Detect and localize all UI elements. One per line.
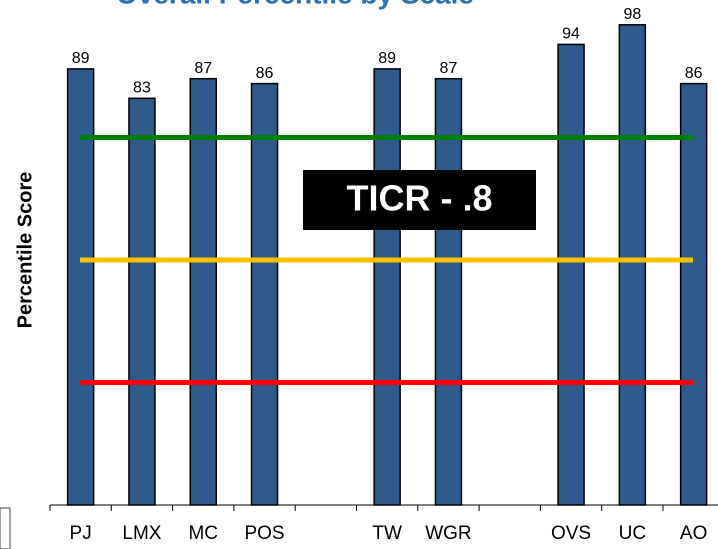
value-label: 89 bbox=[72, 50, 90, 67]
bar bbox=[618, 24, 647, 506]
x-tick-label: AO bbox=[680, 523, 707, 544]
y-axis-label: Percentile Score bbox=[14, 172, 36, 329]
bar bbox=[66, 68, 95, 506]
bar bbox=[250, 82, 279, 506]
x-tick-label: UC bbox=[619, 523, 646, 544]
x-tick-label: POS bbox=[244, 523, 284, 544]
x-tick-label: WGR bbox=[425, 523, 471, 544]
value-label: 86 bbox=[256, 65, 274, 82]
chart-title: Overall Percentile by Scale bbox=[116, 0, 474, 9]
x-tick-label: PJ bbox=[70, 523, 92, 544]
value-label: 87 bbox=[194, 60, 212, 77]
value-label: 98 bbox=[623, 6, 641, 23]
bar bbox=[189, 77, 217, 506]
bar bbox=[128, 97, 156, 506]
annotation: TICR - .8 bbox=[346, 178, 492, 219]
frame-corner bbox=[0, 507, 11, 549]
value-label: 87 bbox=[440, 60, 458, 77]
value-label: 83 bbox=[133, 80, 151, 97]
x-tick-label: LMX bbox=[122, 523, 161, 544]
value-label: 89 bbox=[378, 50, 396, 67]
annotation-box bbox=[303, 170, 536, 230]
bar bbox=[557, 43, 585, 506]
value-label: 86 bbox=[685, 65, 703, 82]
bar bbox=[679, 82, 708, 506]
x-tick-label: MC bbox=[188, 523, 218, 544]
x-tick-label: TW bbox=[372, 523, 402, 544]
value-label: 94 bbox=[562, 26, 580, 43]
x-tick-label: OVS bbox=[551, 523, 591, 544]
bar bbox=[373, 68, 401, 506]
bar bbox=[434, 77, 463, 506]
